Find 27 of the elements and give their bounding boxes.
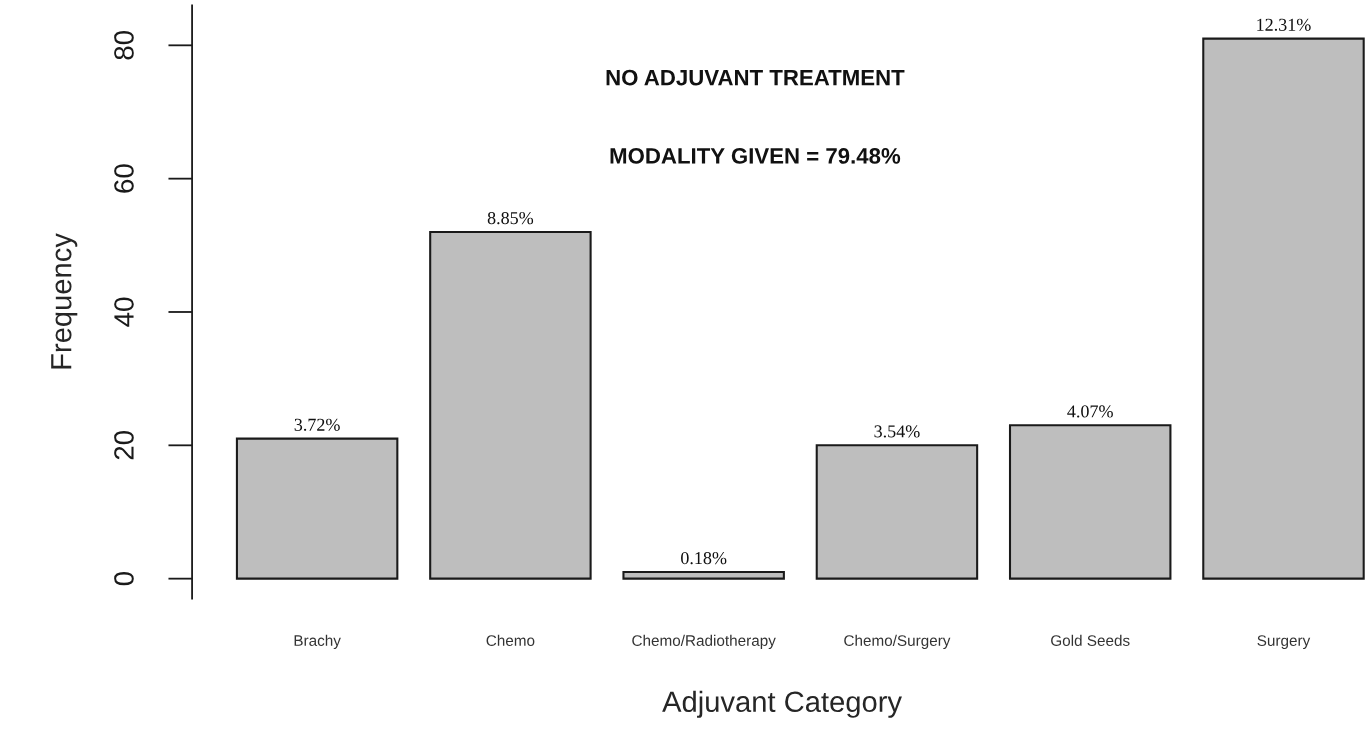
annotation: 8.85% [487, 211, 534, 225]
x-tick-label: Chemo/Radiotherapy [632, 634, 776, 650]
annotation: 3.72% [294, 418, 340, 431]
annotation: MODALITY GIVEN = 79.48% [610, 148, 901, 164]
annotation: 3.54% [874, 425, 920, 438]
bar [1202, 37, 1365, 580]
annotation: 12.31% [1257, 18, 1311, 31]
y-tick-label: 0 [114, 572, 134, 586]
bar [235, 437, 399, 580]
y-axis-title: Frequency [51, 233, 78, 369]
y-tick-label: 40 [114, 297, 134, 327]
annotation: NO ADJUVANT TREATMENT [606, 69, 905, 86]
bar [429, 230, 592, 580]
x-tick-label: Brachy [294, 634, 341, 650]
annotation: 4.07% [1067, 405, 1113, 418]
y-tick-label: 20 [114, 430, 134, 460]
x-tick-label: Gold Seeds [1051, 634, 1130, 646]
x-tick-label: Surgery [1257, 635, 1311, 650]
bar [622, 570, 785, 580]
bar [1008, 424, 1172, 580]
annotation: 0.18% [681, 551, 727, 565]
x-tick-label: Chemo/Surgery [844, 634, 951, 650]
bar [815, 444, 979, 580]
x-axis-title: Adjuvant Category [662, 690, 902, 718]
y-tick-label: 80 [114, 30, 134, 60]
x-tick-label: Chemo [486, 634, 535, 646]
y-tick-label: 60 [114, 164, 134, 193]
